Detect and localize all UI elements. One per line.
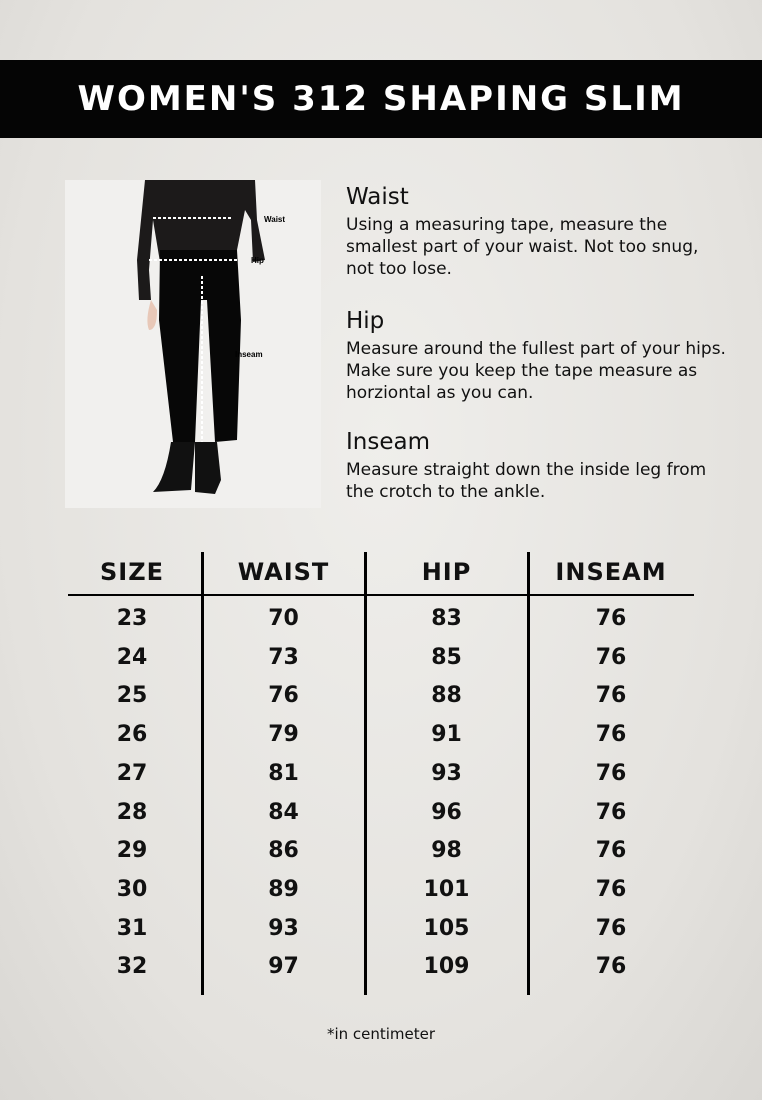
size-table: SIZE WAIST HIP INSEAM 23 70 83 76 24 73 85 76 25… — [68, 552, 694, 995]
hip-label: Hip — [251, 256, 264, 265]
table-cell: 105 — [423, 915, 470, 941]
table-cell: 93 — [268, 915, 299, 941]
header-waist: WAIST — [237, 558, 330, 586]
instruction-heading: Waist — [346, 184, 409, 210]
table-cell: 76 — [595, 760, 627, 786]
table-cell: 73 — [268, 644, 299, 670]
header-size: SIZE — [99, 558, 164, 586]
table-row: 28 84 96 76 — [68, 800, 694, 825]
header-divider — [68, 594, 694, 596]
model-measurement-photo: Waist Hip Inseam — [65, 180, 321, 508]
instruction-heading: Hip — [346, 308, 385, 334]
page-title: WOMEN'S 312 SHAPING SLIM — [77, 79, 685, 119]
table-cell: 76 — [595, 915, 627, 941]
table-cell: 27 — [116, 760, 148, 786]
table-row: 24 73 85 76 — [68, 645, 694, 670]
table-cell: 84 — [268, 799, 299, 825]
column-divider — [364, 552, 367, 995]
table-cell: 86 — [268, 838, 299, 864]
table-cell: 76 — [595, 683, 627, 709]
footnote: *in centimeter — [326, 1025, 436, 1043]
table-row: 29 86 98 76 — [68, 838, 694, 863]
table-cell: 76 — [595, 876, 627, 902]
inseam-label: Inseam — [235, 350, 263, 359]
table-row: 26 79 91 76 — [68, 722, 694, 747]
table-row: 25 76 88 76 — [68, 683, 694, 708]
table-cell: 98 — [431, 838, 462, 864]
waist-instruction: Waist Using a measuring tape, measure the… — [346, 184, 726, 280]
table-cell: 89 — [268, 876, 299, 902]
header-hip: HIP — [421, 558, 472, 586]
table-cell: 93 — [431, 760, 462, 786]
title-banner: WOMEN'S 312 SHAPING SLIM — [0, 60, 762, 138]
table-cell: 26 — [116, 722, 148, 748]
table-cell: 97 — [268, 954, 299, 980]
table-cell: 101 — [423, 876, 470, 902]
table-cell: 76 — [595, 799, 627, 825]
instruction-text: Measure around the fullest part of your … — [346, 339, 726, 403]
table-cell: 91 — [431, 722, 462, 748]
table-cell: 76 — [595, 838, 627, 864]
table-cell: 25 — [116, 683, 148, 709]
table-cell: 76 — [595, 644, 627, 670]
table-cell: 76 — [268, 683, 299, 709]
column-divider — [201, 552, 204, 995]
table-cell: 81 — [268, 760, 299, 786]
table-cell: 85 — [431, 644, 462, 670]
header-inseam: INSEAM — [555, 558, 667, 586]
table-cell: 76 — [595, 606, 627, 631]
table-cell: 23 — [116, 606, 148, 631]
table-cell: 30 — [116, 876, 148, 902]
table-row: 32 97 109 76 — [68, 954, 694, 979]
table-cell: 79 — [268, 722, 299, 748]
instruction-text: Measure straight down the inside leg fro… — [346, 460, 707, 502]
table-cell: 76 — [595, 954, 627, 980]
inseam-instruction: Inseam Measure straight down the inside l… — [346, 429, 726, 503]
table-cell: 76 — [595, 722, 627, 748]
instruction-heading: Inseam — [346, 429, 430, 455]
table-cell: 88 — [431, 683, 462, 709]
table-row: 23 70 83 76 — [68, 606, 694, 631]
column-divider — [527, 552, 530, 995]
table-cell: 96 — [431, 799, 462, 825]
table-cell: 70 — [268, 606, 299, 631]
table-row: 27 81 93 76 — [68, 761, 694, 786]
instruction-text: Using a measuring tape, measure the smal… — [346, 215, 699, 279]
table-cell: 32 — [116, 954, 148, 980]
table-cell: 29 — [116, 838, 148, 864]
waist-label: Waist — [264, 215, 285, 224]
table-cell: 109 — [423, 954, 470, 980]
table-cell: 83 — [431, 606, 462, 631]
table-header: SIZE WAIST HIP INSEAM — [68, 558, 694, 586]
hip-instruction: Hip Measure around the fullest part of yo… — [346, 308, 726, 404]
table-cell: 31 — [116, 915, 148, 941]
table-cell: 28 — [116, 799, 148, 825]
table-cell: 24 — [116, 644, 148, 670]
table-row: 30 89 101 76 — [68, 877, 694, 902]
table-row: 31 93 105 76 — [68, 916, 694, 941]
